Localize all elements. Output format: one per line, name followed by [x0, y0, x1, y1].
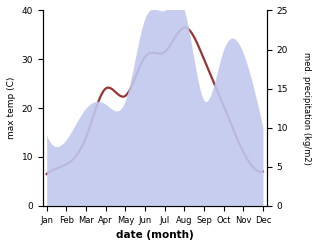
- Y-axis label: max temp (C): max temp (C): [7, 77, 16, 139]
- Y-axis label: med. precipitation (kg/m2): med. precipitation (kg/m2): [302, 52, 311, 165]
- X-axis label: date (month): date (month): [116, 230, 194, 240]
